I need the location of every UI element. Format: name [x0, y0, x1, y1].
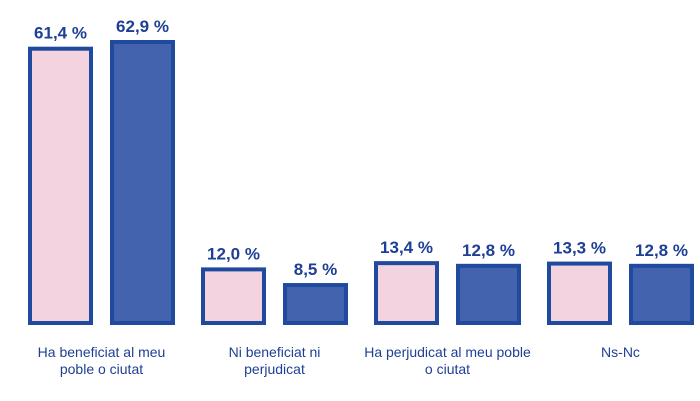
bar — [283, 283, 348, 326]
value-label: 12,0 % — [207, 244, 260, 263]
value-label: 61,4 % — [34, 24, 87, 43]
value-label: 13,3 % — [553, 239, 606, 258]
value-label: 12,8 % — [635, 241, 688, 260]
bar — [374, 261, 439, 325]
category-label: Ha beneficiat al meu poble o ciutat — [37, 344, 166, 377]
category-label: Ni beneficiat ni perjudicat — [228, 344, 321, 377]
bar — [28, 46, 93, 326]
value-label: 13,4 % — [380, 238, 433, 257]
bar — [547, 261, 612, 325]
value-label: 8,5 % — [294, 260, 337, 279]
value-label: 12,8 % — [462, 241, 515, 260]
bar — [110, 40, 175, 325]
category-label: Ns-Nc — [601, 344, 640, 360]
value-label: 62,9 % — [116, 17, 169, 36]
category-label: Ha perjudicat al meu poble o ciutat — [364, 344, 531, 377]
bar — [629, 263, 694, 325]
bar — [456, 263, 521, 325]
bar — [201, 267, 266, 325]
